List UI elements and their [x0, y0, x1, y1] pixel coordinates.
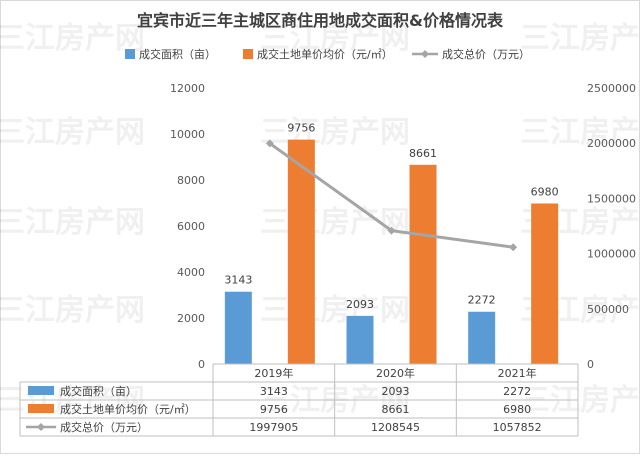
- bar-price: [531, 203, 559, 364]
- legend-label-total: 成交总价（万元）: [442, 47, 530, 61]
- y-left-tick-label: 8000: [177, 174, 205, 187]
- bar-area: [346, 315, 374, 364]
- watermark: 三江房产网: [520, 115, 640, 150]
- legend-swatch-area: [125, 49, 135, 59]
- watermark: 三江房产网: [0, 115, 145, 150]
- data-label-area: 2093: [346, 298, 374, 311]
- watermark: 三江房产网: [260, 21, 410, 56]
- table-cell: 1057852: [493, 421, 542, 434]
- y-right-tick-label: 2000000: [587, 137, 636, 150]
- x-tick-label: 2019年: [254, 366, 293, 380]
- table-row-label-area: 成交面积（亩）: [60, 384, 137, 398]
- y-right-tick-label: 500000: [587, 303, 629, 316]
- table-row-label-total: 成交总价（万元）: [60, 420, 148, 434]
- bar-price: [287, 139, 315, 364]
- y-left-tick-label: 2000: [177, 312, 205, 325]
- table-row-label-price: 成交土地单价均价（元/㎡）: [60, 402, 196, 416]
- table-cell: 3143: [260, 385, 288, 398]
- y-left-tick-label: 0: [198, 358, 205, 371]
- table-cell: 8661: [382, 403, 410, 416]
- chart-title: 宜宾市近三年主城区商住用地成交面积&价格情况表: [137, 11, 504, 30]
- line-total-point: [387, 226, 396, 235]
- table-key-area: [28, 386, 54, 395]
- legend-swatch-price: [243, 49, 253, 59]
- y-right-tick-label: 1500000: [587, 192, 636, 205]
- table-cell: 9756: [260, 403, 288, 416]
- x-tick-label: 2021年: [498, 366, 537, 380]
- x-tick-label: 2020年: [376, 366, 415, 380]
- watermark: 三江房产网: [0, 205, 145, 240]
- y-left-tick-label: 10000: [170, 128, 205, 141]
- table-cell: 1997905: [249, 421, 298, 434]
- table-key-total-marker: [37, 423, 45, 431]
- y-right-tick-label: 0: [587, 358, 594, 371]
- watermark: 三江房产网: [0, 21, 145, 56]
- legend-label-price: 成交土地单价均价（元/㎡）: [257, 47, 393, 61]
- table-cell: 1208545: [371, 421, 420, 434]
- table-key-price: [28, 404, 54, 413]
- data-label-area: 3143: [224, 274, 252, 287]
- y-right-tick-label: 1000000: [587, 248, 636, 261]
- watermark: 三江房产网: [260, 205, 410, 240]
- legend-marker-total: [421, 50, 429, 58]
- bar-area: [224, 291, 252, 364]
- data-label-price: 6980: [531, 185, 559, 198]
- y-right-tick-label: 2500000: [587, 82, 636, 95]
- y-left-tick-label: 6000: [177, 220, 205, 233]
- data-label-price: 8661: [409, 147, 437, 160]
- data-label-price: 9756: [287, 122, 315, 135]
- legend-label-area: 成交面积（亩）: [139, 47, 216, 61]
- bar-area: [468, 311, 496, 364]
- y-left-tick-label: 4000: [177, 266, 205, 279]
- y-left-tick-label: 12000: [170, 82, 205, 95]
- watermark: 三江房产网: [520, 21, 640, 56]
- table-cell: 6980: [503, 403, 531, 416]
- watermark: 三江房产网: [260, 115, 410, 150]
- table-cell: 2272: [503, 385, 531, 398]
- data-label-area: 2272: [468, 294, 496, 307]
- line-total-point: [265, 139, 274, 148]
- watermark: 三江房产网: [260, 293, 410, 328]
- bar-price: [409, 164, 437, 364]
- watermark: 三江房产网: [0, 293, 145, 328]
- line-total-point: [509, 243, 518, 252]
- table-cell: 2093: [382, 385, 410, 398]
